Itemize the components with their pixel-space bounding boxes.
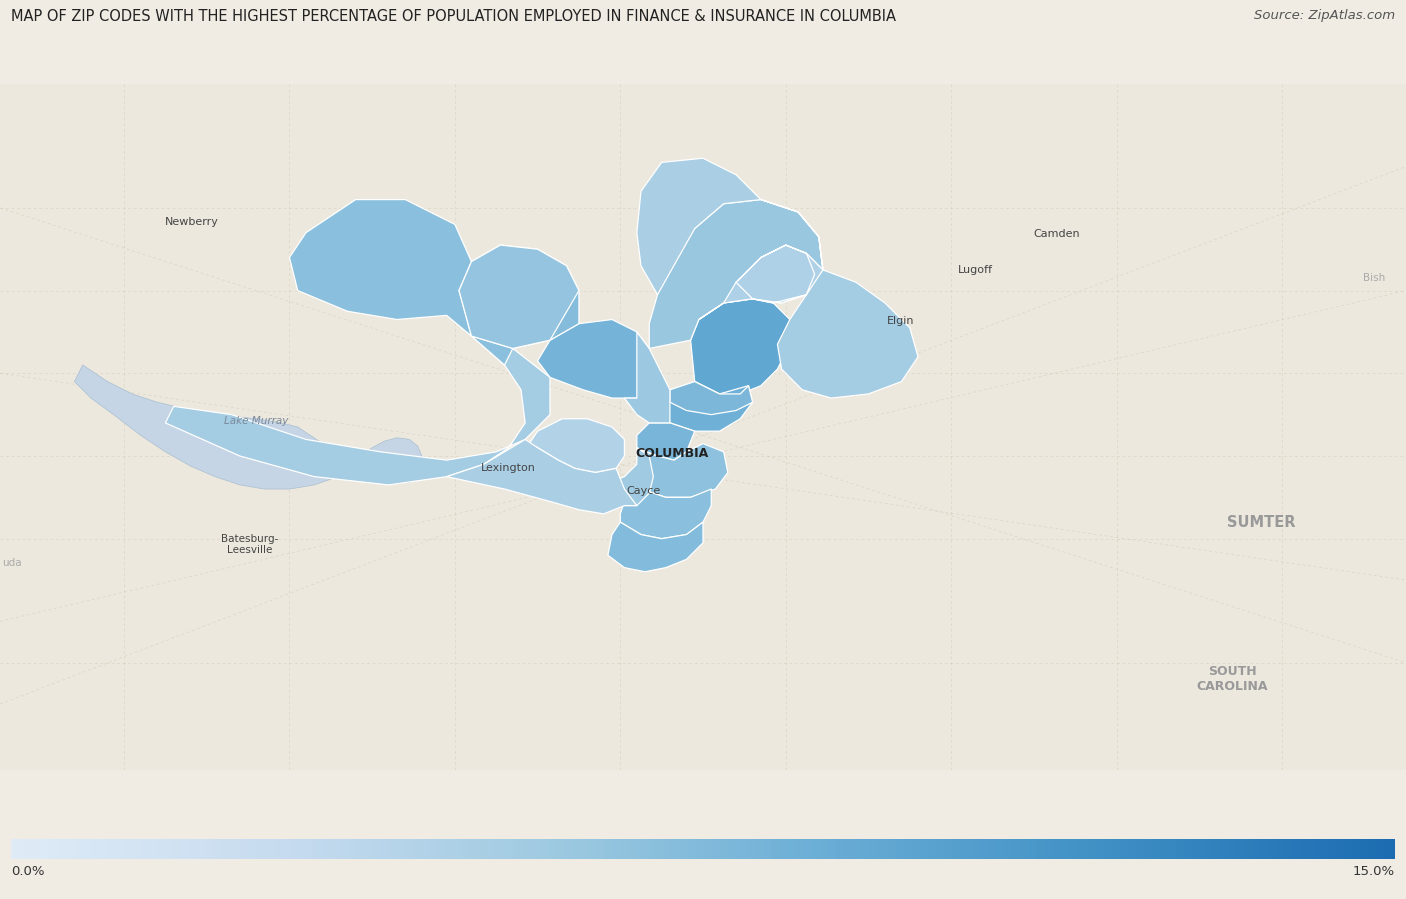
Polygon shape [75, 365, 426, 489]
Text: MAP OF ZIP CODES WITH THE HIGHEST PERCENTAGE OF POPULATION EMPLOYED IN FINANCE &: MAP OF ZIP CODES WITH THE HIGHEST PERCEN… [11, 9, 896, 24]
Text: SOUTH
CAROLINA: SOUTH CAROLINA [1197, 665, 1268, 693]
Text: Bish: Bish [1362, 273, 1385, 283]
Polygon shape [0, 84, 1406, 770]
Text: Elgin: Elgin [887, 316, 914, 326]
Text: Lexington: Lexington [481, 463, 536, 473]
Text: SUMTER: SUMTER [1227, 514, 1295, 530]
Text: Batesburg-
Leesville: Batesburg- Leesville [221, 534, 278, 556]
Polygon shape [356, 454, 409, 483]
Text: Lugoff: Lugoff [957, 265, 993, 275]
Text: COLUMBIA: COLUMBIA [636, 447, 709, 460]
Text: uda: uda [1, 558, 21, 568]
Text: Source: ZipAtlas.com: Source: ZipAtlas.com [1254, 9, 1395, 22]
Text: 0.0%: 0.0% [11, 865, 45, 877]
Text: Camden: Camden [1033, 229, 1080, 239]
Text: 15.0%: 15.0% [1353, 865, 1395, 877]
Text: Newberry: Newberry [165, 217, 219, 227]
Text: Lake Murray: Lake Murray [224, 416, 288, 426]
Text: Cayce: Cayce [626, 485, 661, 495]
